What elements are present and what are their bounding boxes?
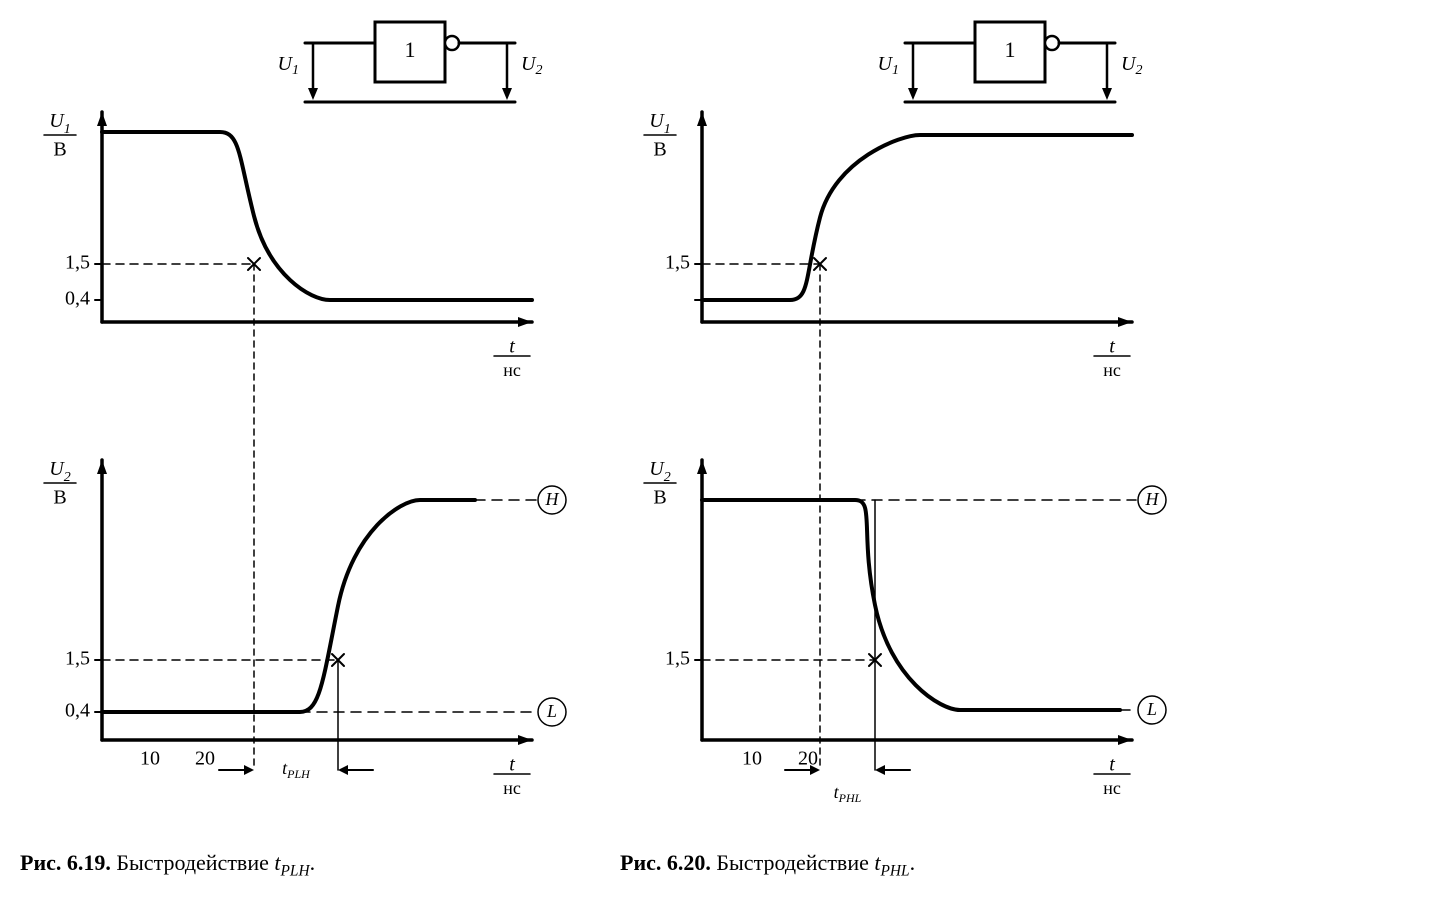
page: U1Вtнс1,50,4U2Вtнс1,50,41020HLtPLH1U1U2U… <box>0 0 1429 901</box>
svg-text:10: 10 <box>742 748 762 770</box>
caption-prefix: Рис. 6.19. <box>20 850 111 875</box>
svg-text:U1: U1 <box>649 110 670 137</box>
svg-text:t: t <box>509 754 515 776</box>
svg-text:В: В <box>53 487 66 509</box>
svg-text:нс: нс <box>1103 360 1121 380</box>
svg-text:L: L <box>546 701 557 721</box>
svg-text:0,4: 0,4 <box>65 288 90 310</box>
svg-text:U2: U2 <box>521 53 542 79</box>
svg-text:1: 1 <box>405 37 416 62</box>
svg-text:1: 1 <box>1005 37 1016 62</box>
caption-left: Рис. 6.19. Быстродействие tPLH. <box>20 850 315 880</box>
svg-text:U2: U2 <box>649 458 670 485</box>
svg-text:U2: U2 <box>49 458 70 485</box>
svg-text:U2: U2 <box>1121 53 1142 79</box>
svg-text:U1: U1 <box>49 110 70 137</box>
svg-text:нс: нс <box>503 360 521 380</box>
svg-text:10: 10 <box>140 748 160 770</box>
svg-text:tPHL: tPHL <box>834 782 862 805</box>
svg-text:0,4: 0,4 <box>65 700 90 722</box>
svg-text:tPLH: tPLH <box>282 758 311 781</box>
caption-text: Быстродействие <box>716 850 874 875</box>
caption-text: Быстродействие <box>116 850 274 875</box>
caption-right: Рис. 6.20. Быстродействие tPHL. <box>620 850 915 880</box>
svg-text:В: В <box>653 139 666 161</box>
svg-text:L: L <box>1146 699 1157 719</box>
svg-text:нс: нс <box>503 778 521 798</box>
svg-text:1,5: 1,5 <box>665 648 690 670</box>
svg-text:В: В <box>53 139 66 161</box>
svg-text:H: H <box>1145 489 1160 509</box>
svg-text:U1: U1 <box>278 53 299 79</box>
svg-text:U1: U1 <box>878 53 899 79</box>
svg-text:t: t <box>1109 754 1115 776</box>
svg-text:1,5: 1,5 <box>665 252 690 274</box>
caption-sub: PHL <box>880 862 909 879</box>
svg-text:В: В <box>653 487 666 509</box>
svg-text:1,5: 1,5 <box>65 648 90 670</box>
svg-text:1,5: 1,5 <box>65 252 90 274</box>
caption-prefix: Рис. 6.20. <box>620 850 711 875</box>
svg-text:t: t <box>1109 336 1115 358</box>
diagram-svg: U1Вtнс1,50,4U2Вtнс1,50,41020HLtPLH1U1U2U… <box>0 0 1429 901</box>
svg-text:H: H <box>545 489 560 509</box>
svg-text:20: 20 <box>195 748 215 770</box>
svg-text:нс: нс <box>1103 778 1121 798</box>
caption-sub: PLH <box>280 862 309 879</box>
svg-text:t: t <box>509 336 515 358</box>
svg-text:20: 20 <box>798 748 818 770</box>
